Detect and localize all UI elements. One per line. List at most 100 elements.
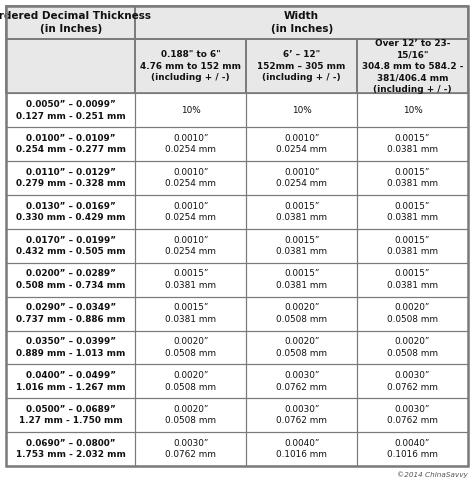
Bar: [246, 331, 357, 364]
Text: 0.0015”
0.0381 mm: 0.0015” 0.0381 mm: [387, 134, 438, 154]
Bar: [136, 93, 246, 127]
Text: 0.0200” – 0.0289”
0.508 mm - 0.734 mm: 0.0200” – 0.0289” 0.508 mm - 0.734 mm: [16, 270, 126, 290]
Bar: [6, 39, 136, 93]
Bar: [136, 398, 246, 432]
Text: 0.188" to 6"
4.76 mm to 152 mm
(including + / -): 0.188" to 6" 4.76 mm to 152 mm (includin…: [140, 50, 241, 82]
Bar: [357, 297, 468, 331]
Text: 0.0130” – 0.0169”
0.330 mm - 0.429 mm: 0.0130” – 0.0169” 0.330 mm - 0.429 mm: [16, 202, 126, 222]
Text: 0.0015”
0.0381 mm: 0.0015” 0.0381 mm: [165, 270, 216, 290]
Text: 0.0015”
0.0381 mm: 0.0015” 0.0381 mm: [387, 270, 438, 290]
Text: 0.0020”
0.0508 mm: 0.0020” 0.0508 mm: [387, 303, 438, 324]
Text: 0.0020”
0.0508 mm: 0.0020” 0.0508 mm: [165, 371, 216, 392]
Text: 0.0030”
0.0762 mm: 0.0030” 0.0762 mm: [276, 405, 327, 425]
Text: ©2014 ChinaSavvy: ©2014 ChinaSavvy: [397, 471, 468, 478]
Bar: [357, 127, 468, 161]
Bar: [136, 229, 246, 263]
Text: 0.0010”
0.0254 mm: 0.0010” 0.0254 mm: [165, 236, 216, 256]
Bar: [136, 127, 246, 161]
Text: 10%: 10%: [292, 106, 311, 115]
Text: 10%: 10%: [403, 106, 422, 115]
Text: 0.0015”
0.0381 mm: 0.0015” 0.0381 mm: [276, 270, 327, 290]
Text: 0.0170” – 0.0199”
0.432 mm - 0.505 mm: 0.0170” – 0.0199” 0.432 mm - 0.505 mm: [16, 236, 126, 256]
Bar: [246, 364, 357, 398]
Text: 6’ – 12"
152mm – 305 mm
(including + / -): 6’ – 12" 152mm – 305 mm (including + / -…: [257, 50, 346, 82]
Bar: [246, 297, 357, 331]
Text: 0.0030”
0.0762 mm: 0.0030” 0.0762 mm: [387, 405, 438, 425]
Bar: [136, 195, 246, 229]
Bar: [136, 6, 468, 39]
Text: 0.0015”
0.0381 mm: 0.0015” 0.0381 mm: [387, 236, 438, 256]
Bar: [6, 127, 136, 161]
Text: 0.0010”
0.0254 mm: 0.0010” 0.0254 mm: [165, 168, 216, 188]
Bar: [246, 195, 357, 229]
Bar: [357, 195, 468, 229]
Bar: [246, 398, 357, 432]
Bar: [6, 398, 136, 432]
Text: 0.0030”
0.0762 mm: 0.0030” 0.0762 mm: [387, 371, 438, 392]
Text: 0.0050” – 0.0099”
0.127 mm - 0.251 mm: 0.0050” – 0.0099” 0.127 mm - 0.251 mm: [16, 100, 126, 121]
Bar: [246, 229, 357, 263]
Bar: [246, 39, 357, 93]
Text: 0.0690” – 0.0800”
1.753 mm - 2.032 mm: 0.0690” – 0.0800” 1.753 mm - 2.032 mm: [16, 439, 126, 459]
Bar: [357, 161, 468, 195]
Text: 0.0500” – 0.0689”
1.27 mm - 1.750 mm: 0.0500” – 0.0689” 1.27 mm - 1.750 mm: [19, 405, 123, 425]
Bar: [136, 364, 246, 398]
Text: 0.0010”
0.0254 mm: 0.0010” 0.0254 mm: [165, 202, 216, 222]
Text: 0.0030”
0.0762 mm: 0.0030” 0.0762 mm: [165, 439, 216, 459]
Bar: [6, 6, 136, 39]
Text: 0.0020”
0.0508 mm: 0.0020” 0.0508 mm: [276, 337, 327, 358]
Bar: [357, 331, 468, 364]
Bar: [136, 39, 246, 93]
Bar: [357, 364, 468, 398]
Bar: [136, 297, 246, 331]
Text: 0.0015”
0.0381 mm: 0.0015” 0.0381 mm: [276, 202, 327, 222]
Bar: [6, 195, 136, 229]
Text: 0.0010”
0.0254 mm: 0.0010” 0.0254 mm: [276, 134, 327, 154]
Bar: [246, 432, 357, 466]
Bar: [6, 93, 136, 127]
Bar: [6, 6, 136, 39]
Bar: [136, 161, 246, 195]
Text: Ordered Decimal Thickness
(in Inches): Ordered Decimal Thickness (in Inches): [0, 11, 151, 34]
Text: 0.0020”
0.0508 mm: 0.0020” 0.0508 mm: [276, 303, 327, 324]
Text: 0.0010”
0.0254 mm: 0.0010” 0.0254 mm: [276, 168, 327, 188]
Text: 0.0030”
0.0762 mm: 0.0030” 0.0762 mm: [276, 371, 327, 392]
Bar: [246, 39, 357, 93]
Text: 0.0110” – 0.0129”
0.279 mm - 0.328 mm: 0.0110” – 0.0129” 0.279 mm - 0.328 mm: [16, 168, 126, 188]
Bar: [6, 229, 136, 263]
Bar: [357, 398, 468, 432]
Bar: [6, 297, 136, 331]
Text: 0.0350” – 0.0399”
0.889 mm - 1.013 mm: 0.0350” – 0.0399” 0.889 mm - 1.013 mm: [16, 337, 125, 358]
Bar: [246, 127, 357, 161]
Text: 0.0015”
0.0381 mm: 0.0015” 0.0381 mm: [276, 236, 327, 256]
Text: 10%: 10%: [181, 106, 201, 115]
Text: 0.0100” – 0.0109”
0.254 mm - 0.277 mm: 0.0100” – 0.0109” 0.254 mm - 0.277 mm: [16, 134, 126, 154]
Text: Width
(in Inches): Width (in Inches): [271, 11, 333, 34]
Text: 0.0020”
0.0508 mm: 0.0020” 0.0508 mm: [165, 337, 216, 358]
Bar: [246, 161, 357, 195]
Text: 0.0010”
0.0254 mm: 0.0010” 0.0254 mm: [165, 134, 216, 154]
Text: 0.0040”
0.1016 mm: 0.0040” 0.1016 mm: [276, 439, 327, 459]
Bar: [136, 263, 246, 297]
Bar: [6, 364, 136, 398]
Bar: [6, 39, 136, 93]
Bar: [136, 432, 246, 466]
Bar: [357, 39, 468, 93]
Bar: [357, 39, 468, 93]
Text: 0.0040”
0.1016 mm: 0.0040” 0.1016 mm: [387, 439, 438, 459]
Bar: [246, 93, 357, 127]
Text: 0.0015”
0.0381 mm: 0.0015” 0.0381 mm: [387, 168, 438, 188]
Bar: [136, 331, 246, 364]
Text: 0.0400” – 0.0499”
1.016 mm - 1.267 mm: 0.0400” – 0.0499” 1.016 mm - 1.267 mm: [16, 371, 126, 392]
Text: 0.0015”
0.0381 mm: 0.0015” 0.0381 mm: [165, 303, 216, 324]
Bar: [357, 229, 468, 263]
Bar: [6, 263, 136, 297]
Bar: [6, 161, 136, 195]
Bar: [357, 93, 468, 127]
Bar: [357, 263, 468, 297]
Text: 0.0290” – 0.0349”
0.737 mm - 0.886 mm: 0.0290” – 0.0349” 0.737 mm - 0.886 mm: [16, 303, 126, 324]
Text: Over 12’ to 23-
15/16"
304.8 mm to 584.2 -
381/406.4 mm
(including + / -): Over 12’ to 23- 15/16" 304.8 mm to 584.2…: [362, 39, 463, 94]
Bar: [357, 432, 468, 466]
Text: 0.0020”
0.0508 mm: 0.0020” 0.0508 mm: [387, 337, 438, 358]
Text: 0.0020”
0.0508 mm: 0.0020” 0.0508 mm: [165, 405, 216, 425]
